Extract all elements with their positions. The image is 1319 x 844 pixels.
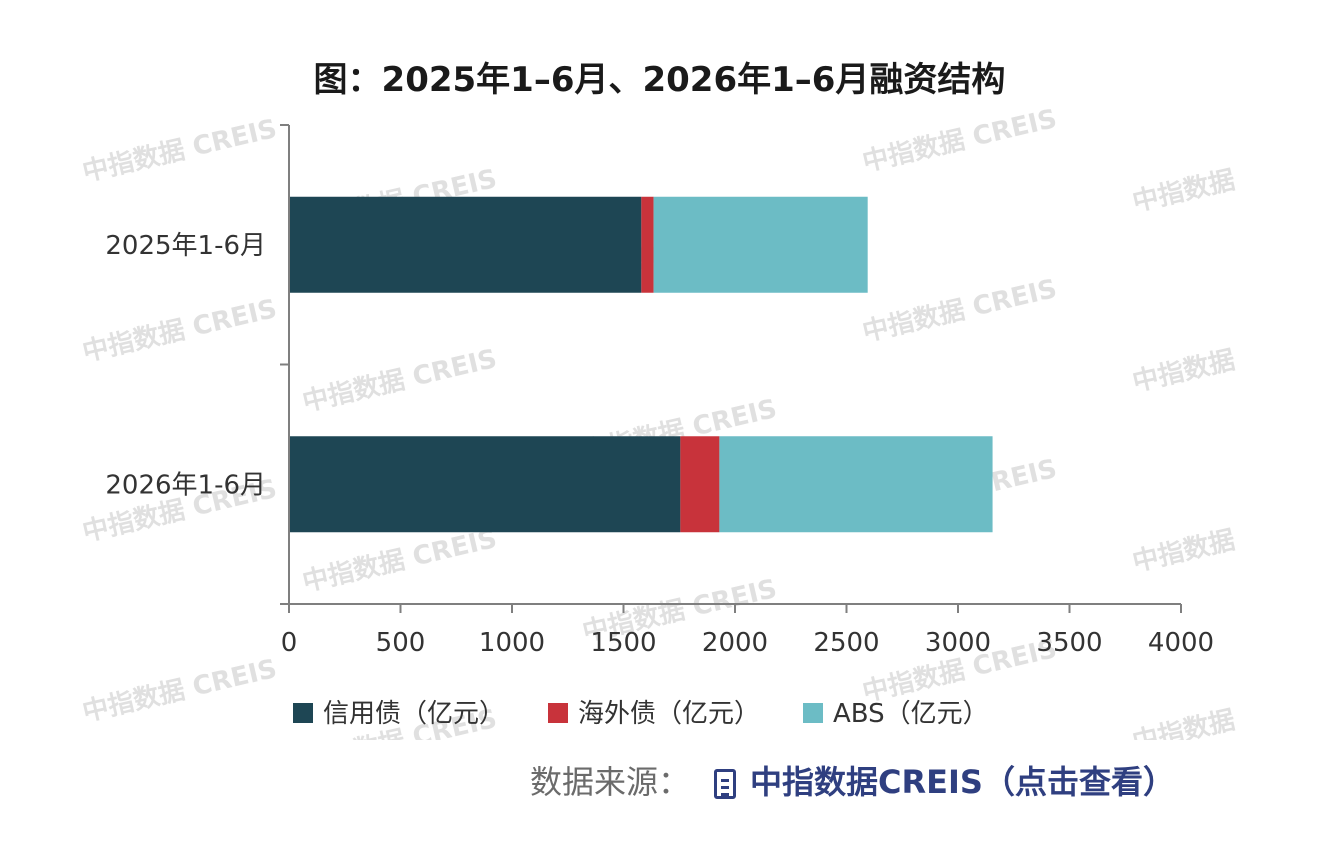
x-tick-label: 3000 <box>925 628 991 658</box>
category-label: 2025年1-6月 <box>105 231 266 261</box>
bar-1-series-2 <box>641 196 654 293</box>
bar-2-series-2 <box>680 436 720 533</box>
chart-title: 图：2025年1–6月、2026年1–6月融资结构 <box>313 60 1006 100</box>
bar-2-series-1 <box>289 436 681 533</box>
source-link[interactable]: 中指数据CREIS（点击查看） <box>750 763 1175 801</box>
source-label: 数据来源： <box>530 763 691 801</box>
legend-label: 海外债（亿元） <box>578 699 760 729</box>
x-tick-label: 4000 <box>1148 628 1214 658</box>
legend-label: 信用债（亿元） <box>323 699 505 729</box>
document-icon <box>714 769 737 799</box>
x-tick-label: 3500 <box>1036 628 1102 658</box>
x-tick-label: 1000 <box>479 628 545 658</box>
data-source: 数据来源： 中指数据CREIS（点击查看） <box>530 757 1175 803</box>
legend-swatch <box>803 703 823 723</box>
legend-swatch <box>293 703 313 723</box>
bar-1-series-1 <box>289 196 642 293</box>
x-tick-label: 2000 <box>702 628 768 658</box>
bar-1-series-3 <box>653 196 868 293</box>
category-label: 2026年1-6月 <box>105 470 266 500</box>
x-tick-label: 1500 <box>590 628 656 658</box>
legend-label: ABS（亿元） <box>833 699 989 729</box>
x-tick-label: 2500 <box>813 628 879 658</box>
legend-swatch <box>548 703 568 723</box>
bar-2-series-3 <box>719 436 993 533</box>
x-tick-label: 0 <box>281 628 298 658</box>
x-tick-label: 500 <box>376 628 426 658</box>
